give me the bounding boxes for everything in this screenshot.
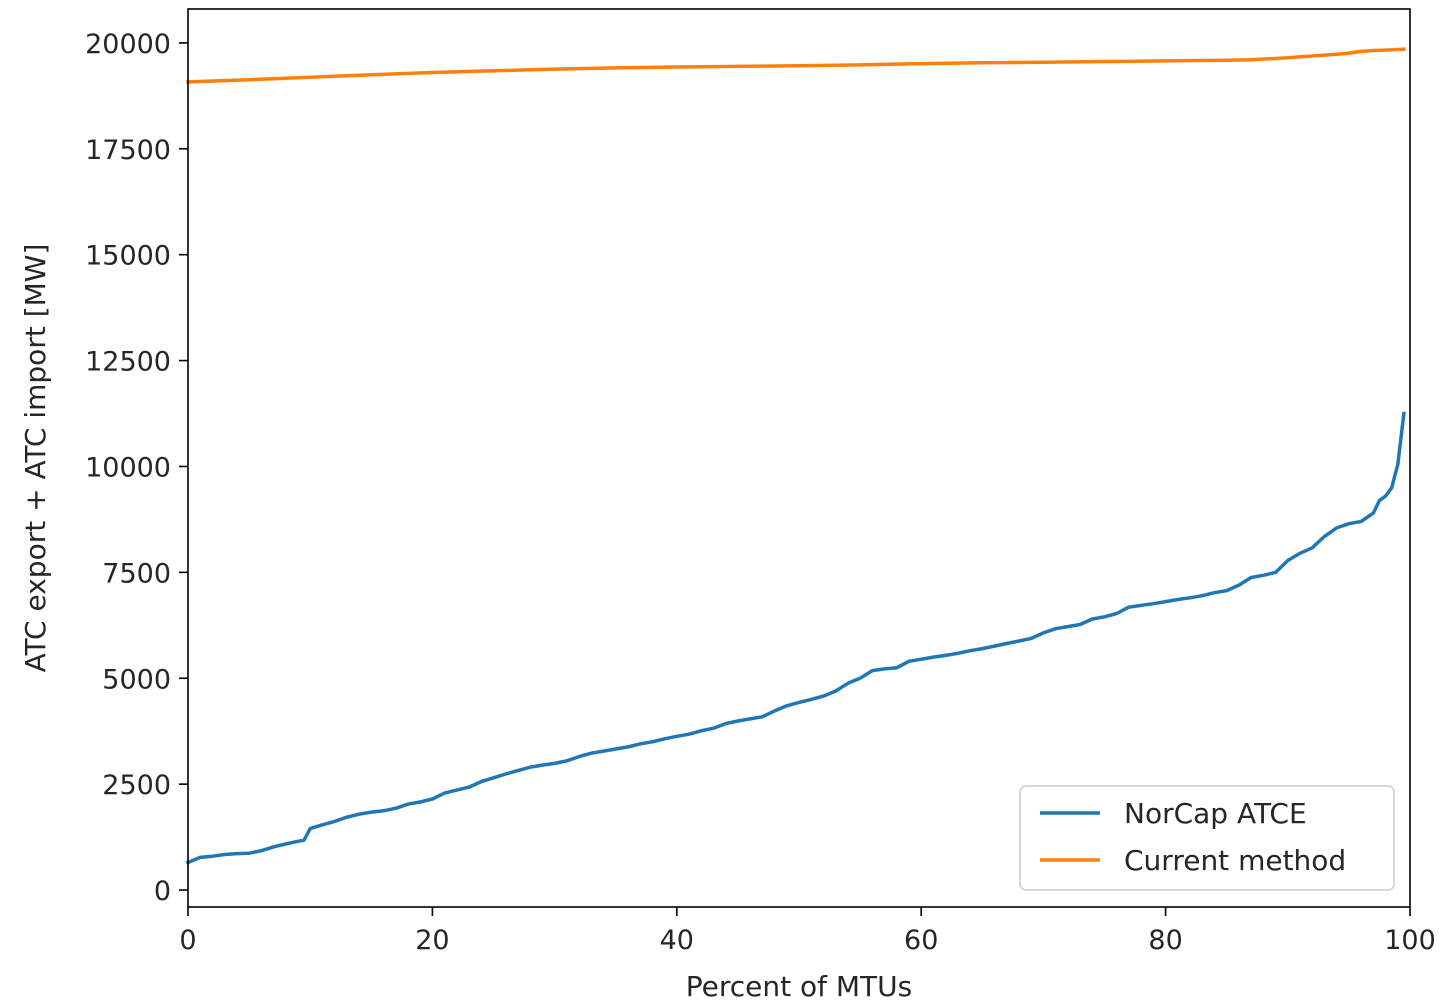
y-tick-label: 12500 bbox=[85, 347, 171, 378]
y-tick-label: 2500 bbox=[102, 770, 171, 801]
legend-label-current-method: Current method bbox=[1124, 844, 1346, 877]
x-tick-label: 80 bbox=[1148, 925, 1182, 956]
y-tick-label: 17500 bbox=[85, 135, 171, 166]
series-line-norcap-atce bbox=[185, 411, 1406, 865]
series-line-current-method bbox=[186, 47, 1406, 84]
y-axis: 0 2500 5000 7500 10000 12500 15000 17500 20000 bbox=[85, 29, 188, 907]
y-axis-label: ATC export + ATC import [MW] bbox=[19, 244, 52, 673]
y-tick-label: 5000 bbox=[102, 664, 171, 695]
y-tick-label: 15000 bbox=[85, 241, 171, 272]
y-tick-label: 10000 bbox=[85, 452, 171, 483]
plot-frame bbox=[187, 8, 1411, 908]
x-tick-label: 100 bbox=[1384, 925, 1436, 956]
x-axis-label: Percent of MTUs bbox=[686, 970, 913, 1003]
y-tick-label: 0 bbox=[154, 876, 171, 907]
x-tick-label: 40 bbox=[660, 925, 694, 956]
x-tick-label: 0 bbox=[179, 925, 196, 956]
x-tick-label: 60 bbox=[904, 925, 938, 956]
legend: NorCap ATCE Current method bbox=[1019, 785, 1395, 891]
y-tick-label: 20000 bbox=[85, 29, 171, 60]
legend-box bbox=[1019, 785, 1395, 891]
x-tick-label: 20 bbox=[415, 925, 449, 956]
y-tick-label: 7500 bbox=[102, 558, 171, 589]
legend-label-norcap-atce: NorCap ATCE bbox=[1124, 797, 1307, 830]
x-axis: 0 20 40 60 80 100 bbox=[179, 907, 1436, 956]
series-layer bbox=[185, 47, 1406, 865]
